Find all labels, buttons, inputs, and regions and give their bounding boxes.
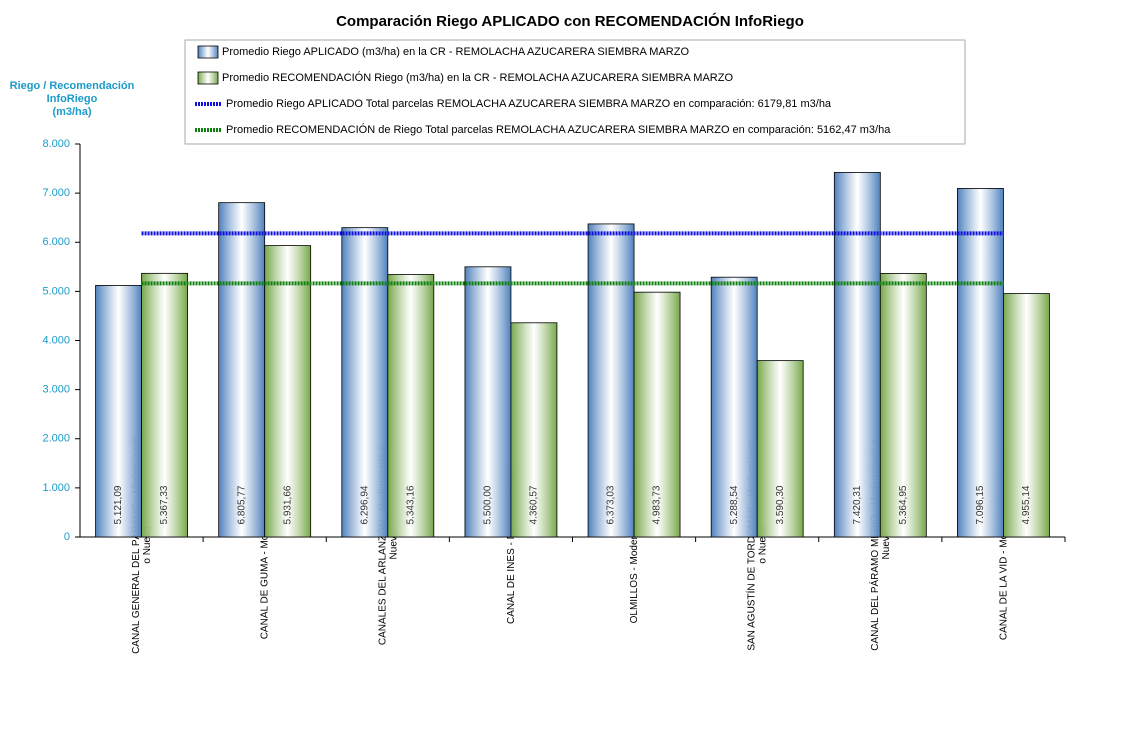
bar [341, 227, 389, 538]
bar [879, 273, 927, 538]
legend-swatch [197, 71, 219, 85]
bar [264, 245, 312, 538]
y-tick-label: 6.000 [42, 236, 70, 248]
legend-label: Promedio Riego APLICADO Total parcelas R… [226, 98, 832, 110]
bar [756, 360, 804, 538]
x-tick-label: CANAL DE GUMA - Modernizado o Nuevo [259, 450, 270, 639]
value-label: 4.360,57 [529, 485, 540, 524]
value-label: 3.590,30 [775, 485, 786, 524]
bar [1003, 293, 1050, 538]
value-label: 6.296,94 [359, 485, 370, 524]
y-axis-label: Riego / Recomendación [10, 80, 135, 92]
bar [957, 188, 1004, 538]
x-tick-label: CANAL DE LA VID - Modernizado o Nuevo [998, 449, 1009, 640]
value-label: 4.955,14 [1021, 485, 1032, 524]
y-tick-label: 3.000 [42, 384, 70, 396]
y-tick-label: 8.000 [42, 138, 70, 150]
value-label: 4.983,73 [652, 485, 663, 524]
value-label: 5.343,16 [405, 485, 416, 524]
value-label: 6.373,03 [606, 485, 617, 524]
value-label: 6.805,77 [236, 485, 247, 524]
x-tick-label: CANAL DE INES - No Modernizado [506, 466, 517, 624]
legend-box [184, 39, 966, 145]
y-axis-label: (m3/ha) [52, 106, 91, 118]
bar [633, 291, 681, 538]
value-label: 5.288,54 [729, 485, 740, 524]
y-tick-label: 4.000 [42, 334, 70, 346]
value-label: 7.420,31 [852, 485, 863, 524]
chart-title: Comparación Riego APLICADO con RECOMENDA… [336, 12, 804, 30]
bar [710, 276, 758, 538]
value-label: 5.121,09 [113, 485, 124, 524]
value-label: 7.096,15 [975, 485, 986, 524]
legend-swatch [197, 45, 219, 59]
value-label: 5.367,33 [159, 485, 170, 524]
bar [141, 272, 188, 538]
bar [218, 202, 266, 538]
bar [387, 274, 435, 538]
bar [833, 172, 881, 538]
y-tick-label: 2.000 [42, 433, 70, 445]
y-tick-label: 1.000 [42, 482, 70, 494]
value-label: 5.500,00 [483, 485, 494, 524]
legend-label: Promedio Riego APLICADO (m3/ha) en la CR… [222, 46, 689, 58]
bar [587, 223, 635, 538]
value-label: 5.931,66 [282, 485, 293, 524]
y-axis-label: InfoRiego [47, 93, 98, 105]
value-label: 5.364,95 [898, 485, 909, 524]
x-tick-label: OLMILLOS - Modernizado o Nuevo [629, 466, 640, 623]
legend-label: Promedio RECOMENDACIÓN de Riego Total pa… [226, 123, 891, 136]
legend-label: Promedio RECOMENDACIÓN Riego (m3/ha) en … [222, 71, 733, 84]
y-tick-label: 0 [64, 531, 70, 543]
y-tick-label: 5.000 [42, 285, 70, 297]
bar [464, 266, 512, 538]
bar [510, 322, 558, 538]
y-tick-label: 7.000 [42, 187, 70, 199]
